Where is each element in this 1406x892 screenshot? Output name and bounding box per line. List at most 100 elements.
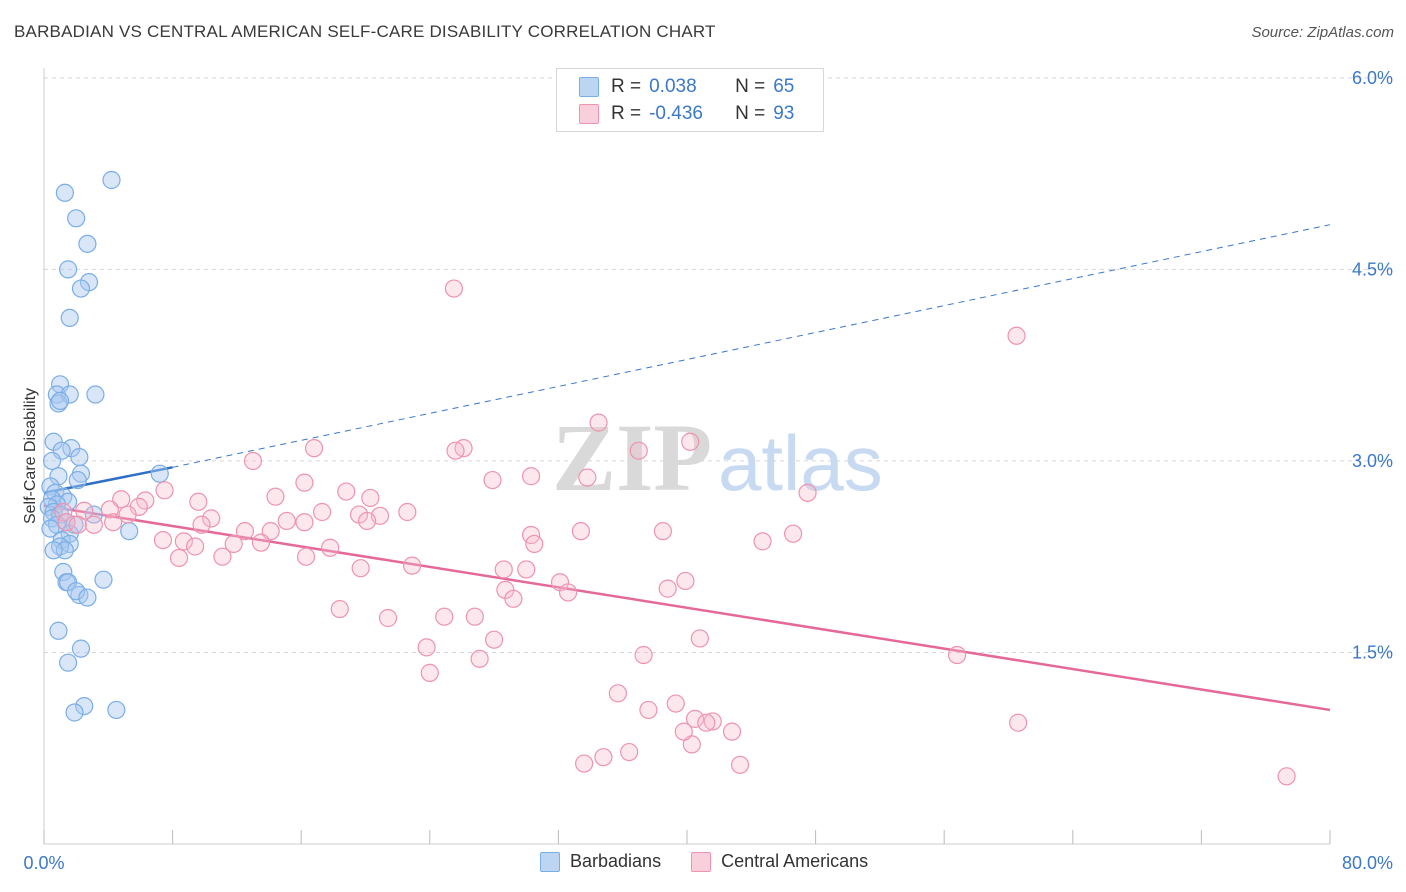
point-central-americans xyxy=(304,439,324,458)
point-central-americans xyxy=(192,515,211,534)
point-central-americans xyxy=(68,515,87,534)
point-central-americans xyxy=(1009,713,1028,732)
correlation-legend: R = 0.038 N = 65 R = -0.436 N = 93 xyxy=(556,68,824,132)
point-central-americans xyxy=(213,547,232,566)
point-central-americans xyxy=(112,490,131,509)
point-barbadians xyxy=(55,183,74,202)
r-value: -0.436 xyxy=(649,103,703,124)
legend-row-barbadians: R = 0.038 N = 65 xyxy=(579,74,794,100)
y-tick-label: 3.0% xyxy=(1352,451,1393,471)
point-barbadians xyxy=(41,519,60,538)
n-label: N = xyxy=(735,76,766,97)
x-tick-label: 0.0% xyxy=(23,853,64,873)
point-central-americans xyxy=(703,712,722,731)
point-central-americans xyxy=(417,638,436,657)
point-central-americans xyxy=(54,502,73,522)
r-label: R = xyxy=(611,103,642,124)
point-barbadians xyxy=(94,570,113,589)
point-central-americans xyxy=(690,629,709,648)
axes xyxy=(43,68,1331,845)
point-barbadians xyxy=(49,621,68,640)
x-tick-label: 80.0% xyxy=(1342,853,1393,873)
point-central-americans xyxy=(947,645,967,665)
point-barbadians xyxy=(67,582,86,601)
point-central-americans xyxy=(697,713,716,732)
point-central-americans xyxy=(620,742,639,762)
legend-item-central-americans[interactable]: Central Americans xyxy=(691,851,868,872)
watermark-zip: ZIP xyxy=(552,404,712,511)
point-barbadians xyxy=(150,464,169,483)
point-central-americans xyxy=(558,583,578,602)
point-central-americans xyxy=(676,571,695,591)
point-central-americans xyxy=(783,524,803,543)
point-central-americans xyxy=(798,483,817,502)
point-central-americans xyxy=(277,511,296,531)
point-central-americans xyxy=(420,663,439,682)
point-central-americans xyxy=(295,513,314,532)
point-central-americans xyxy=(578,468,597,487)
point-central-americans xyxy=(296,547,316,566)
point-central-americans xyxy=(525,534,544,554)
point-barbadians xyxy=(59,653,78,672)
point-barbadians xyxy=(78,234,97,253)
point-central-americans xyxy=(682,735,701,754)
point-central-americans xyxy=(485,630,504,649)
source-label: Source: ZipAtlas.com xyxy=(1251,24,1394,41)
legend-label-barbadians: Barbadians xyxy=(570,851,662,871)
point-central-americans xyxy=(1277,767,1296,786)
point-central-americans xyxy=(118,505,137,524)
point-barbadians xyxy=(71,639,91,658)
point-central-americans xyxy=(681,432,700,451)
point-central-americans xyxy=(629,441,648,460)
point-central-americans xyxy=(575,754,594,773)
legend-swatch-barbadians xyxy=(579,77,599,97)
point-central-americans xyxy=(104,513,123,532)
point-barbadians xyxy=(67,209,86,228)
grid-lines xyxy=(44,77,1392,653)
point-barbadians xyxy=(78,588,97,607)
point-barbadians xyxy=(84,505,103,524)
point-barbadians xyxy=(71,279,91,298)
point-central-americans xyxy=(608,684,627,703)
point-central-americans xyxy=(594,748,613,767)
point-barbadians xyxy=(86,385,105,404)
tick-labels: 1.5% 3.0% 4.5% 6.0% 0.0% 80.0% xyxy=(23,68,1393,873)
point-central-americans xyxy=(521,467,541,486)
legend-swatch-barbadians xyxy=(540,851,560,872)
point-barbadians xyxy=(50,391,70,411)
n-label: N = xyxy=(735,103,766,124)
point-central-americans xyxy=(470,649,489,668)
point-central-americans xyxy=(351,559,370,578)
point-central-americans xyxy=(634,645,653,665)
point-central-americans xyxy=(398,502,417,522)
point-central-americans xyxy=(189,492,208,511)
legend-swatch-central-americans xyxy=(691,851,712,872)
point-central-americans xyxy=(295,473,314,492)
y-tick-label: 4.5% xyxy=(1352,259,1393,279)
point-central-americans xyxy=(658,579,677,598)
point-central-americans xyxy=(174,532,193,551)
point-central-americans xyxy=(589,413,608,432)
watermark-atlas: atlas xyxy=(718,419,883,507)
point-barbadians xyxy=(68,470,87,490)
y-tick-label: 1.5% xyxy=(1352,642,1393,662)
point-barbadians xyxy=(59,492,78,511)
point-central-americans xyxy=(57,513,76,532)
point-barbadians xyxy=(42,451,62,471)
series-legend: Barbadians Central Americans xyxy=(540,851,898,872)
n-value: 93 xyxy=(773,103,795,124)
point-central-americans xyxy=(446,441,465,460)
point-central-americans xyxy=(186,537,205,556)
trend-line-central-americans xyxy=(43,504,1331,712)
n-value: 65 xyxy=(773,76,795,97)
point-central-americans xyxy=(666,694,685,713)
point-barbadians xyxy=(70,447,89,467)
legend-row-central-americans: R = -0.436 N = 93 xyxy=(579,101,794,127)
point-central-americans xyxy=(155,481,174,500)
point-central-americans xyxy=(403,556,422,575)
legend-item-barbadians[interactable]: Barbadians xyxy=(540,851,661,872)
r-label: R = xyxy=(611,76,642,97)
point-barbadians xyxy=(44,541,63,560)
point-central-americans xyxy=(321,538,340,557)
